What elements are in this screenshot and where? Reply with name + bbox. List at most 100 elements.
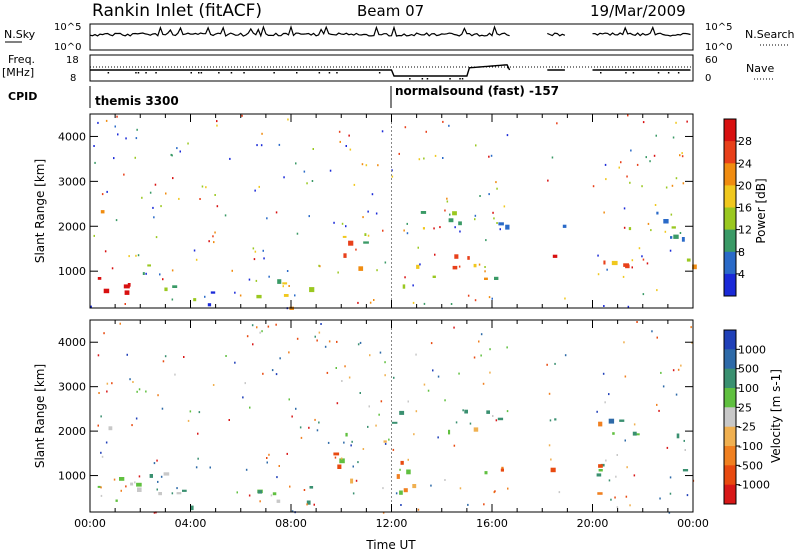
echo-cell <box>548 392 551 395</box>
echo-cell <box>618 166 620 169</box>
echo-cell <box>100 486 102 489</box>
echo-cell <box>412 484 417 489</box>
echo-cell <box>608 418 615 424</box>
nsky-label: N.Sky <box>4 28 36 41</box>
freq-tick-bottom: 8 <box>70 73 76 84</box>
echo-cell <box>592 185 595 188</box>
echo-cell <box>681 152 683 155</box>
echo-cell <box>216 124 218 127</box>
echo-cell <box>138 388 141 391</box>
echo-cell <box>406 232 409 235</box>
colorbar-swatch <box>724 349 736 370</box>
echo-cell <box>306 503 308 506</box>
colorbar-tick-label: 500 <box>738 363 759 376</box>
echo-cell <box>391 421 398 424</box>
echo-cell <box>623 341 625 344</box>
echo-cell <box>171 154 173 157</box>
ytick-label: 4000 <box>58 130 86 143</box>
echo-cell <box>189 410 192 413</box>
echo-cell <box>670 213 673 216</box>
echo-cell <box>506 410 509 413</box>
echo-cell <box>626 466 628 469</box>
echo-cell <box>446 200 449 203</box>
echo-cell <box>391 169 393 172</box>
echo-cell <box>313 503 315 506</box>
nave-dot <box>449 78 451 80</box>
ytick-label: 1000 <box>58 265 86 278</box>
echo-cell <box>199 198 201 200</box>
echo-cell <box>450 303 453 305</box>
beam-label: Beam 07 <box>357 2 424 20</box>
echo-cell <box>658 409 660 412</box>
echo-cell <box>626 175 628 178</box>
echo-cell <box>276 499 281 503</box>
echo-cell <box>496 187 498 190</box>
echo-cell <box>388 438 390 441</box>
echo-cell <box>415 410 418 413</box>
echo-cell <box>603 260 606 265</box>
echo-cell <box>623 226 626 229</box>
nave-dot <box>135 72 137 74</box>
echo-cell <box>350 478 354 484</box>
echo-cell <box>282 285 284 288</box>
echo-cell <box>458 265 461 268</box>
echo-cell <box>488 296 491 299</box>
echo-cell <box>288 351 290 354</box>
echo-cell <box>101 193 104 196</box>
echo-cell <box>212 384 215 386</box>
echo-cell <box>246 335 249 338</box>
echo-cell <box>547 179 549 182</box>
echo-cell <box>198 411 201 414</box>
echo-cell <box>627 114 629 117</box>
echo-cell <box>665 186 668 189</box>
nave-dot <box>243 72 245 74</box>
echo-cell <box>406 222 408 225</box>
echo-cell <box>276 476 278 479</box>
echo-cell <box>341 380 343 382</box>
nave-dot <box>198 72 200 74</box>
nave-dot <box>632 72 635 74</box>
echo-cell <box>172 177 174 180</box>
echo-cell <box>355 479 358 482</box>
echo-cell <box>598 464 603 468</box>
colorbar-tick-label: -25 <box>738 421 756 434</box>
echo-cell <box>348 376 351 379</box>
echo-cell <box>368 405 370 408</box>
echo-cell <box>484 270 486 273</box>
echo-cell <box>275 211 278 214</box>
echo-cell <box>380 400 383 403</box>
echo-cell <box>324 345 327 348</box>
nsearch-tick-top: 10^5 <box>705 22 732 33</box>
nave-dot <box>378 72 381 74</box>
echo-cell <box>182 489 187 492</box>
echo-cell <box>105 441 108 444</box>
nave-dot <box>421 78 424 80</box>
nave-dot <box>461 78 464 80</box>
echo-cell <box>216 205 219 208</box>
echo-cell <box>562 224 567 228</box>
echo-cell <box>336 402 339 405</box>
nave-dot <box>273 72 275 74</box>
echo-cell <box>345 432 348 437</box>
echo-cell <box>266 217 268 220</box>
xtick-label: 00:00 <box>677 517 709 530</box>
echo-cell <box>439 226 441 229</box>
echo-cell <box>656 336 658 339</box>
time-axis-ticks: 00:00 04:00 08:00 12:00 16:00 20:00 00:00 <box>74 517 709 530</box>
echo-cell <box>248 278 251 281</box>
echo-cell <box>98 392 100 394</box>
echo-cell <box>605 459 607 462</box>
echo-cell <box>197 457 199 460</box>
echo-cell <box>684 449 686 451</box>
echo-cell <box>692 264 697 270</box>
echo-cell <box>93 145 95 147</box>
echo-cell <box>253 258 256 261</box>
velocity-data <box>97 320 695 514</box>
echo-cell <box>483 503 485 506</box>
echo-cell <box>104 250 107 253</box>
colorbar-swatch <box>724 368 736 389</box>
colorbar-tick-label: 20 <box>738 179 752 192</box>
nave-dot <box>200 72 203 74</box>
echo-cell <box>229 157 231 160</box>
echo-cell <box>294 294 296 297</box>
